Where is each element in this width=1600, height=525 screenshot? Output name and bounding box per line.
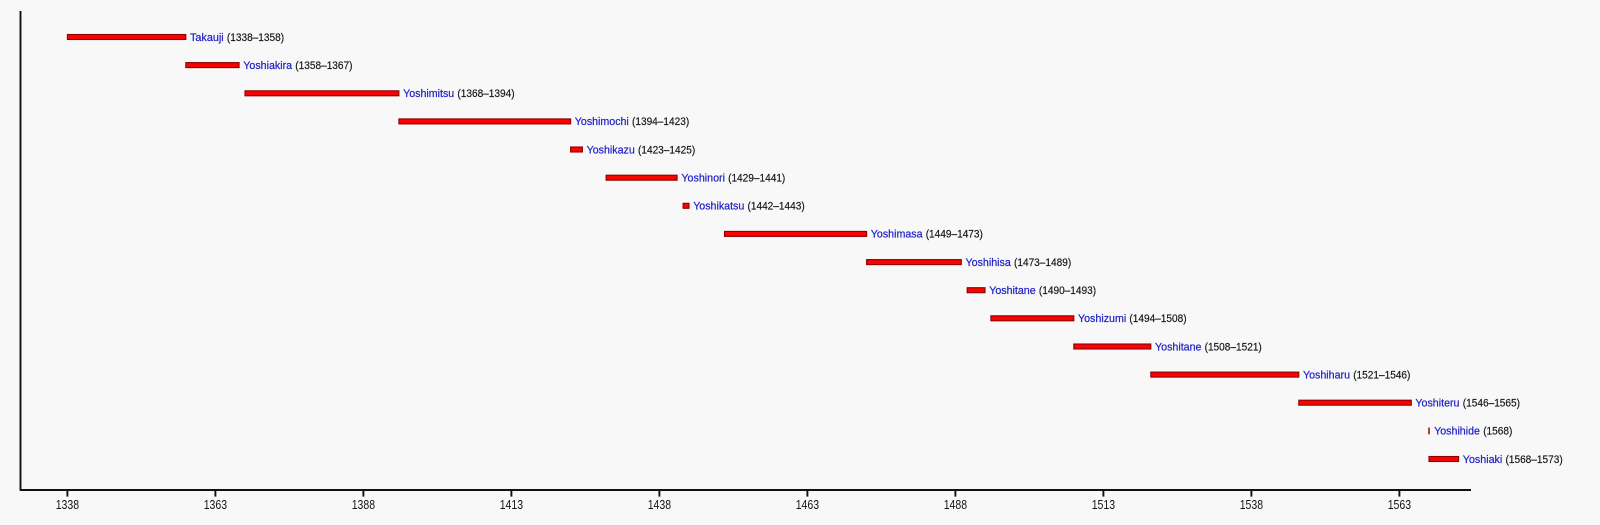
svg-text:Yoshihide: Yoshihide (1434, 426, 1480, 438)
svg-text:(1442–1443): (1442–1443) (748, 201, 805, 213)
svg-text:(1368–1394): (1368–1394) (457, 88, 514, 100)
svg-text:Yoshikazu: Yoshikazu (587, 144, 635, 156)
svg-text:Yoshimochi: Yoshimochi (575, 116, 629, 128)
svg-text:(1568–1573): (1568–1573) (1506, 454, 1563, 466)
svg-text:(1508–1521): (1508–1521) (1205, 341, 1262, 353)
svg-text:Yoshitane: Yoshitane (1155, 341, 1202, 353)
svg-text:(1358–1367): (1358–1367) (295, 60, 352, 72)
svg-text:(1546–1565): (1546–1565) (1463, 398, 1520, 410)
svg-text:1563: 1563 (1388, 497, 1411, 512)
svg-text:Yoshimitsu: Yoshimitsu (403, 88, 454, 100)
svg-text:Yoshitane: Yoshitane (989, 285, 1035, 297)
svg-text:Yoshiharu: Yoshiharu (1303, 369, 1350, 381)
svg-text:(1568): (1568) (1483, 426, 1512, 438)
svg-text:(1490–1493): (1490–1493) (1039, 285, 1096, 297)
svg-text:1438: 1438 (648, 497, 671, 512)
svg-text:(1423–1425): (1423–1425) (638, 144, 695, 156)
svg-text:1363: 1363 (204, 497, 227, 512)
svg-text:Yoshiaki: Yoshiaki (1463, 454, 1503, 466)
svg-text:Yoshikatsu: Yoshikatsu (693, 201, 744, 213)
svg-text:Yoshihisa: Yoshihisa (966, 257, 1012, 269)
svg-text:Yoshiteru: Yoshiteru (1415, 398, 1459, 410)
svg-text:(1494–1508): (1494–1508) (1129, 313, 1186, 325)
svg-text:(1429–1441): (1429–1441) (728, 173, 785, 185)
svg-text:Yoshizumi: Yoshizumi (1078, 313, 1126, 325)
svg-text:1463: 1463 (796, 497, 819, 512)
svg-text:(1338–1358): (1338–1358) (227, 32, 284, 44)
svg-text:1338: 1338 (56, 497, 79, 512)
svg-text:1388: 1388 (352, 497, 375, 512)
svg-text:(1521–1546): (1521–1546) (1353, 369, 1410, 381)
svg-text:1538: 1538 (1240, 497, 1263, 512)
svg-text:(1394–1423): (1394–1423) (632, 116, 689, 128)
svg-text:Takauji: Takauji (190, 32, 224, 44)
svg-text:1488: 1488 (944, 497, 967, 512)
svg-text:(1473–1489): (1473–1489) (1014, 257, 1071, 269)
svg-text:Yoshinori: Yoshinori (681, 173, 725, 185)
svg-text:(1449–1473): (1449–1473) (926, 229, 983, 241)
svg-text:Yoshiakira: Yoshiakira (243, 60, 293, 72)
svg-text:1413: 1413 (500, 497, 523, 512)
svg-text:Yoshimasa: Yoshimasa (871, 229, 924, 241)
svg-text:1513: 1513 (1092, 497, 1115, 512)
